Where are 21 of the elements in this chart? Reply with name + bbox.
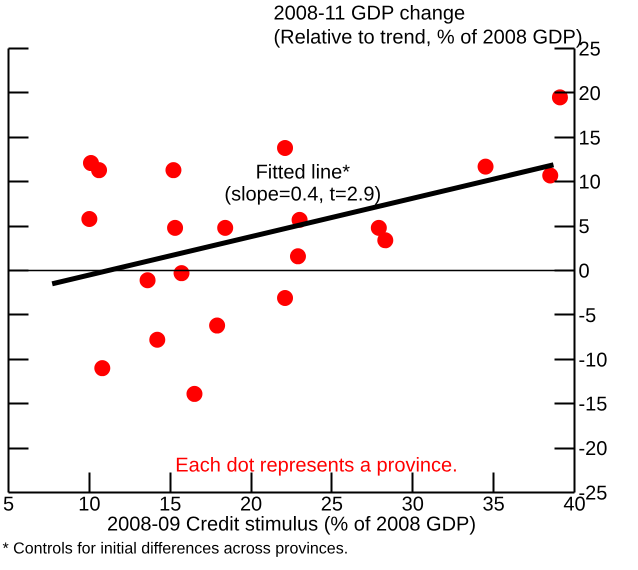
x-axis-title: 2008-09 Credit stimulus (% of 2008 GDP) <box>106 514 476 536</box>
y-tick-label: 15 <box>578 127 601 150</box>
y-tick-label: 10 <box>578 172 601 194</box>
x-tick-label: 30 <box>402 494 424 516</box>
y-tick-label: -10 <box>578 349 608 372</box>
y-tick-label: 0 <box>578 260 590 282</box>
series-label: Fitted line* <box>256 161 350 184</box>
annotation: (slope=0.4, t=2.9) <box>224 183 382 206</box>
y-tick-label: 20 <box>578 82 601 105</box>
x-tick-label: 25 <box>320 494 344 516</box>
y-tick-label: 5 <box>578 216 590 238</box>
text: * Controls for initial differences across provinces. <box>2 540 348 558</box>
x-tick-label: 20 <box>240 494 262 516</box>
x-tick-label: 35 <box>482 494 505 516</box>
y-tick-label: -15 <box>578 394 608 416</box>
x-tick-label: 5 <box>2 494 14 516</box>
y-tick-label: -5 <box>578 304 596 327</box>
x-tick-label: 15 <box>159 494 182 516</box>
y-tick-label: -20 <box>578 438 608 460</box>
annotation: Each dot represents a province. <box>175 454 458 476</box>
x-tick-label: 10 <box>78 494 100 516</box>
